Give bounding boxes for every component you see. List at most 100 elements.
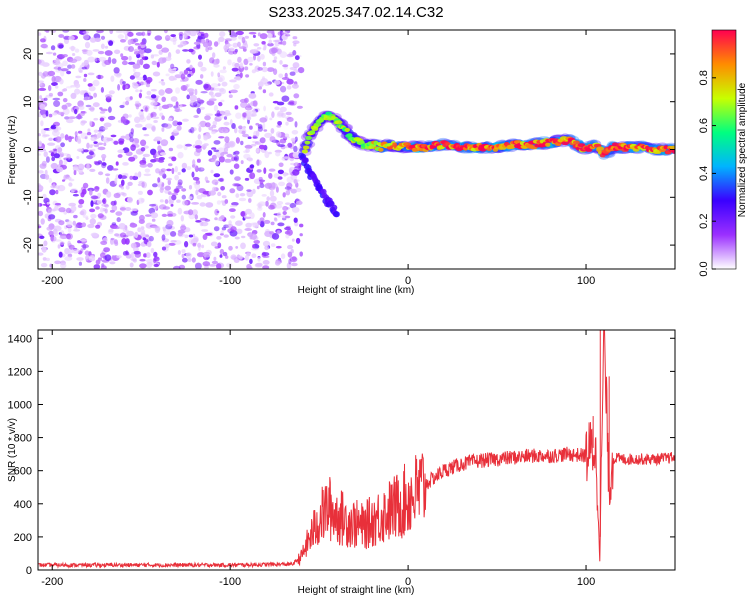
noise-blob <box>268 204 275 210</box>
noise-blob <box>244 177 250 181</box>
signal-blob <box>309 130 316 135</box>
noise-blob <box>186 59 191 64</box>
noise-blob <box>211 59 220 65</box>
noise-blob <box>122 81 126 85</box>
noise-blob <box>275 245 282 249</box>
noise-blob <box>203 252 211 258</box>
noise-blob <box>150 94 157 99</box>
noise-blob <box>229 204 238 208</box>
noise-blob <box>240 211 246 217</box>
noise-blob <box>229 208 236 213</box>
noise-blob <box>146 90 152 96</box>
noise-blob <box>104 204 109 208</box>
noise-blob <box>177 151 184 159</box>
noise-blob <box>223 121 230 126</box>
noise-blob <box>171 167 175 175</box>
noise-blob <box>280 253 286 259</box>
noise-blob <box>77 204 83 209</box>
noise-blob <box>127 181 133 186</box>
noise-blob <box>167 213 173 217</box>
noise-blob <box>272 138 276 143</box>
noise-blob <box>93 144 100 148</box>
noise-blob <box>142 127 147 131</box>
snr-plot-area <box>38 330 675 569</box>
noise-blob <box>68 244 75 250</box>
noise-blob <box>59 241 65 246</box>
colorbar-label: Normalized spectral amplitude <box>737 82 748 217</box>
noise-blob <box>175 185 184 189</box>
noise-blob <box>219 233 224 236</box>
noise-blob <box>120 39 126 43</box>
noise-blob <box>139 89 143 93</box>
noise-blob <box>115 161 119 166</box>
noise-blob <box>118 138 125 144</box>
noise-blob <box>245 74 250 78</box>
noise-blob <box>185 143 192 147</box>
noise-blob <box>190 127 195 134</box>
noise-blob <box>83 73 88 78</box>
noise-blob <box>90 136 97 142</box>
noise-blob <box>177 171 181 176</box>
signal-blob <box>302 145 310 150</box>
noise-blob <box>274 260 281 266</box>
signal-blob <box>669 145 675 150</box>
noise-blob <box>278 181 286 187</box>
noise-blob <box>222 66 226 70</box>
noise-blob <box>218 36 225 43</box>
noise-blob <box>254 263 263 268</box>
noise-blob <box>174 188 180 194</box>
noise-blob <box>48 113 53 118</box>
noise-blob <box>203 83 209 89</box>
noise-blob <box>133 51 140 55</box>
noise-blob <box>202 261 211 267</box>
snr-spikes <box>592 330 610 537</box>
noise-blob <box>226 153 233 158</box>
noise-blob <box>209 57 215 64</box>
noise-blob <box>168 147 174 152</box>
noise-blob <box>192 233 196 238</box>
noise-blob <box>170 203 174 207</box>
colorbar-tick-label: 0.6 <box>698 118 710 133</box>
spectrogram-y-ticks: -20 -10 0 10 20 <box>22 48 675 253</box>
noise-blob <box>272 100 279 104</box>
noise-blob <box>250 233 257 240</box>
noise-blob <box>113 67 120 74</box>
noise-blob <box>269 182 278 189</box>
noise-blob <box>191 171 195 178</box>
noise-blob <box>282 156 290 159</box>
noise-blob <box>200 91 208 94</box>
noise-blob <box>248 93 257 99</box>
noise-blob <box>261 252 270 257</box>
noise-blob <box>245 222 252 228</box>
signal-blob <box>508 144 516 149</box>
noise-blob <box>199 106 205 110</box>
noise-blob <box>116 255 122 259</box>
noise-blob <box>263 219 271 224</box>
noise-blob <box>211 147 217 150</box>
y-tick-label: 800 <box>14 433 32 445</box>
noise-blob <box>205 113 214 116</box>
noise-blob <box>263 105 266 112</box>
noise-blob <box>229 89 238 94</box>
noise-blob <box>64 134 69 141</box>
noise-blob <box>101 154 107 159</box>
noise-blob <box>240 101 248 108</box>
noise-blob <box>39 163 47 169</box>
noise-blob <box>65 207 72 214</box>
noise-blob <box>267 42 274 47</box>
noise-blob <box>166 168 172 172</box>
noise-blob <box>151 126 156 131</box>
noise-blob <box>97 74 101 80</box>
noise-blob <box>200 38 206 44</box>
noise-blob <box>195 189 199 196</box>
noise-blob <box>291 238 295 242</box>
noise-blob <box>161 104 170 110</box>
x-tick-label: -100 <box>219 576 241 588</box>
y-tick-label: 20 <box>22 48 34 60</box>
noise-blob <box>232 42 239 48</box>
noise-blob <box>227 59 232 66</box>
noise-blob <box>39 103 46 110</box>
noise-blob <box>63 159 68 165</box>
noise-blob <box>177 229 186 234</box>
noise-blob <box>197 33 201 36</box>
